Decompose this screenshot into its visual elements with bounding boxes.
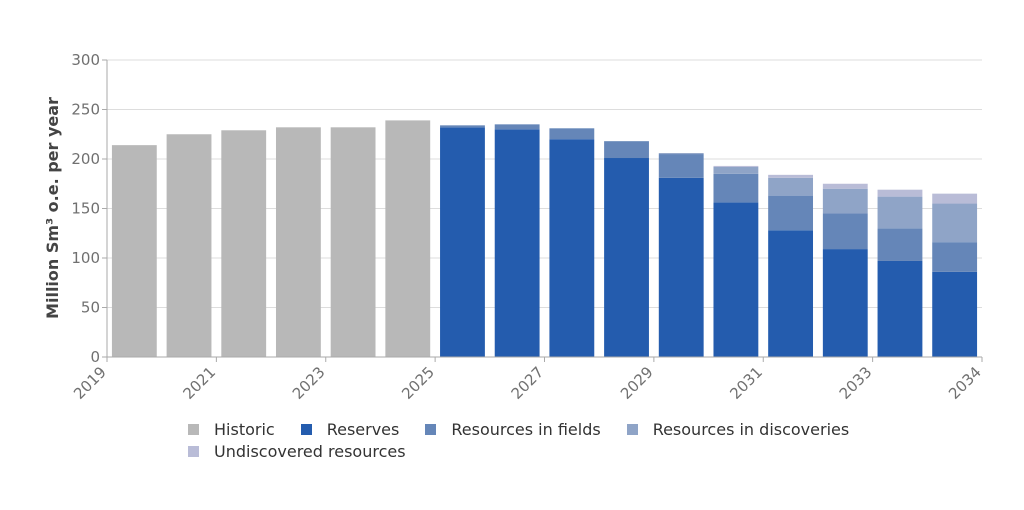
bar-segment <box>768 174 814 178</box>
legend-label: Resources in discoveries <box>652 419 850 439</box>
x-tick-label: 2019 <box>70 363 110 403</box>
bar-segment <box>494 129 540 357</box>
bar-segment <box>877 260 923 357</box>
bar-segment <box>440 127 485 357</box>
bar-segment <box>822 213 868 250</box>
legend: Historic Reserves Resources in fields Resou… <box>188 419 908 461</box>
bar-segment <box>658 177 704 357</box>
bar-segment <box>768 195 814 231</box>
bar-segment <box>932 271 978 357</box>
bar-segment <box>166 134 212 357</box>
bar-segment <box>440 125 485 128</box>
bar-segment <box>713 202 759 357</box>
y-tick-label: 200 <box>71 150 100 168</box>
legend-label: Undiscovered resources <box>214 441 406 461</box>
bar-segment <box>932 242 978 272</box>
y-tick-label: 300 <box>71 51 100 69</box>
bar-segment <box>549 128 595 140</box>
y-tick-label: 100 <box>71 249 100 267</box>
y-tick-label: 150 <box>71 200 100 218</box>
bar-segment <box>330 127 376 357</box>
bar-segment <box>111 145 157 357</box>
legend-item: Reserves <box>300 419 400 439</box>
legend-item: Resources in fields <box>425 419 601 439</box>
bar-segment <box>494 124 540 130</box>
bar-segment <box>713 173 759 203</box>
x-tick-label: 2031 <box>726 363 766 403</box>
legend-swatch <box>300 423 312 435</box>
x-tick-label: 2033 <box>836 363 876 403</box>
legend-item: Historic <box>188 419 275 439</box>
bar-segment <box>877 189 923 197</box>
bars <box>111 120 978 357</box>
legend-item: Undiscovered resources <box>188 441 406 461</box>
bar-segment <box>932 193 978 204</box>
bar-segment <box>768 177 814 196</box>
x-tick-label: 2025 <box>398 363 438 403</box>
y-tick-label: 250 <box>71 101 100 119</box>
legend-label: Historic <box>214 419 275 439</box>
legend-item: Resources in discoveries <box>626 419 850 439</box>
y-tick-labels: 0 50 100 150 200 250 300 <box>71 51 100 366</box>
legend-swatch <box>188 423 199 435</box>
bar-segment <box>549 139 595 357</box>
x-tick-label: 2034 <box>945 363 985 403</box>
x-tick-label: 2027 <box>508 363 548 403</box>
bar-segment <box>275 127 321 357</box>
bar-segment <box>822 249 868 357</box>
legend-swatch <box>188 445 199 457</box>
y-tick-label: 50 <box>81 299 100 317</box>
bar-segment <box>658 153 704 155</box>
bar-segment <box>877 228 923 261</box>
y-axis-title: Million Sm³ o.e. per year <box>43 97 62 319</box>
x-tick-labels: 2019 2021 2023 2025 2027 2029 2031 2033 2034 <box>70 357 985 403</box>
bar-segment <box>604 141 649 159</box>
y-tick-label: 0 <box>90 348 100 366</box>
x-tick-label: 2029 <box>617 363 657 403</box>
bar-segment <box>604 158 649 357</box>
bar-segment <box>221 130 267 357</box>
legend-swatch <box>425 423 437 435</box>
legend-swatch <box>626 423 638 435</box>
x-tick-label: 2021 <box>179 363 219 403</box>
legend-label: Reserves <box>326 419 400 439</box>
bar-segment <box>658 154 704 178</box>
bar-segment <box>877 196 923 229</box>
bar-segment <box>932 203 978 243</box>
x-tick-label: 2023 <box>289 363 329 403</box>
bar-segment <box>713 165 759 167</box>
bar-segment <box>822 188 868 214</box>
bar-segment <box>713 166 759 174</box>
bar-segment <box>822 183 868 189</box>
bar-segment <box>768 230 814 357</box>
bar-segment <box>385 120 431 357</box>
legend-label: Resources in fields <box>451 419 601 439</box>
